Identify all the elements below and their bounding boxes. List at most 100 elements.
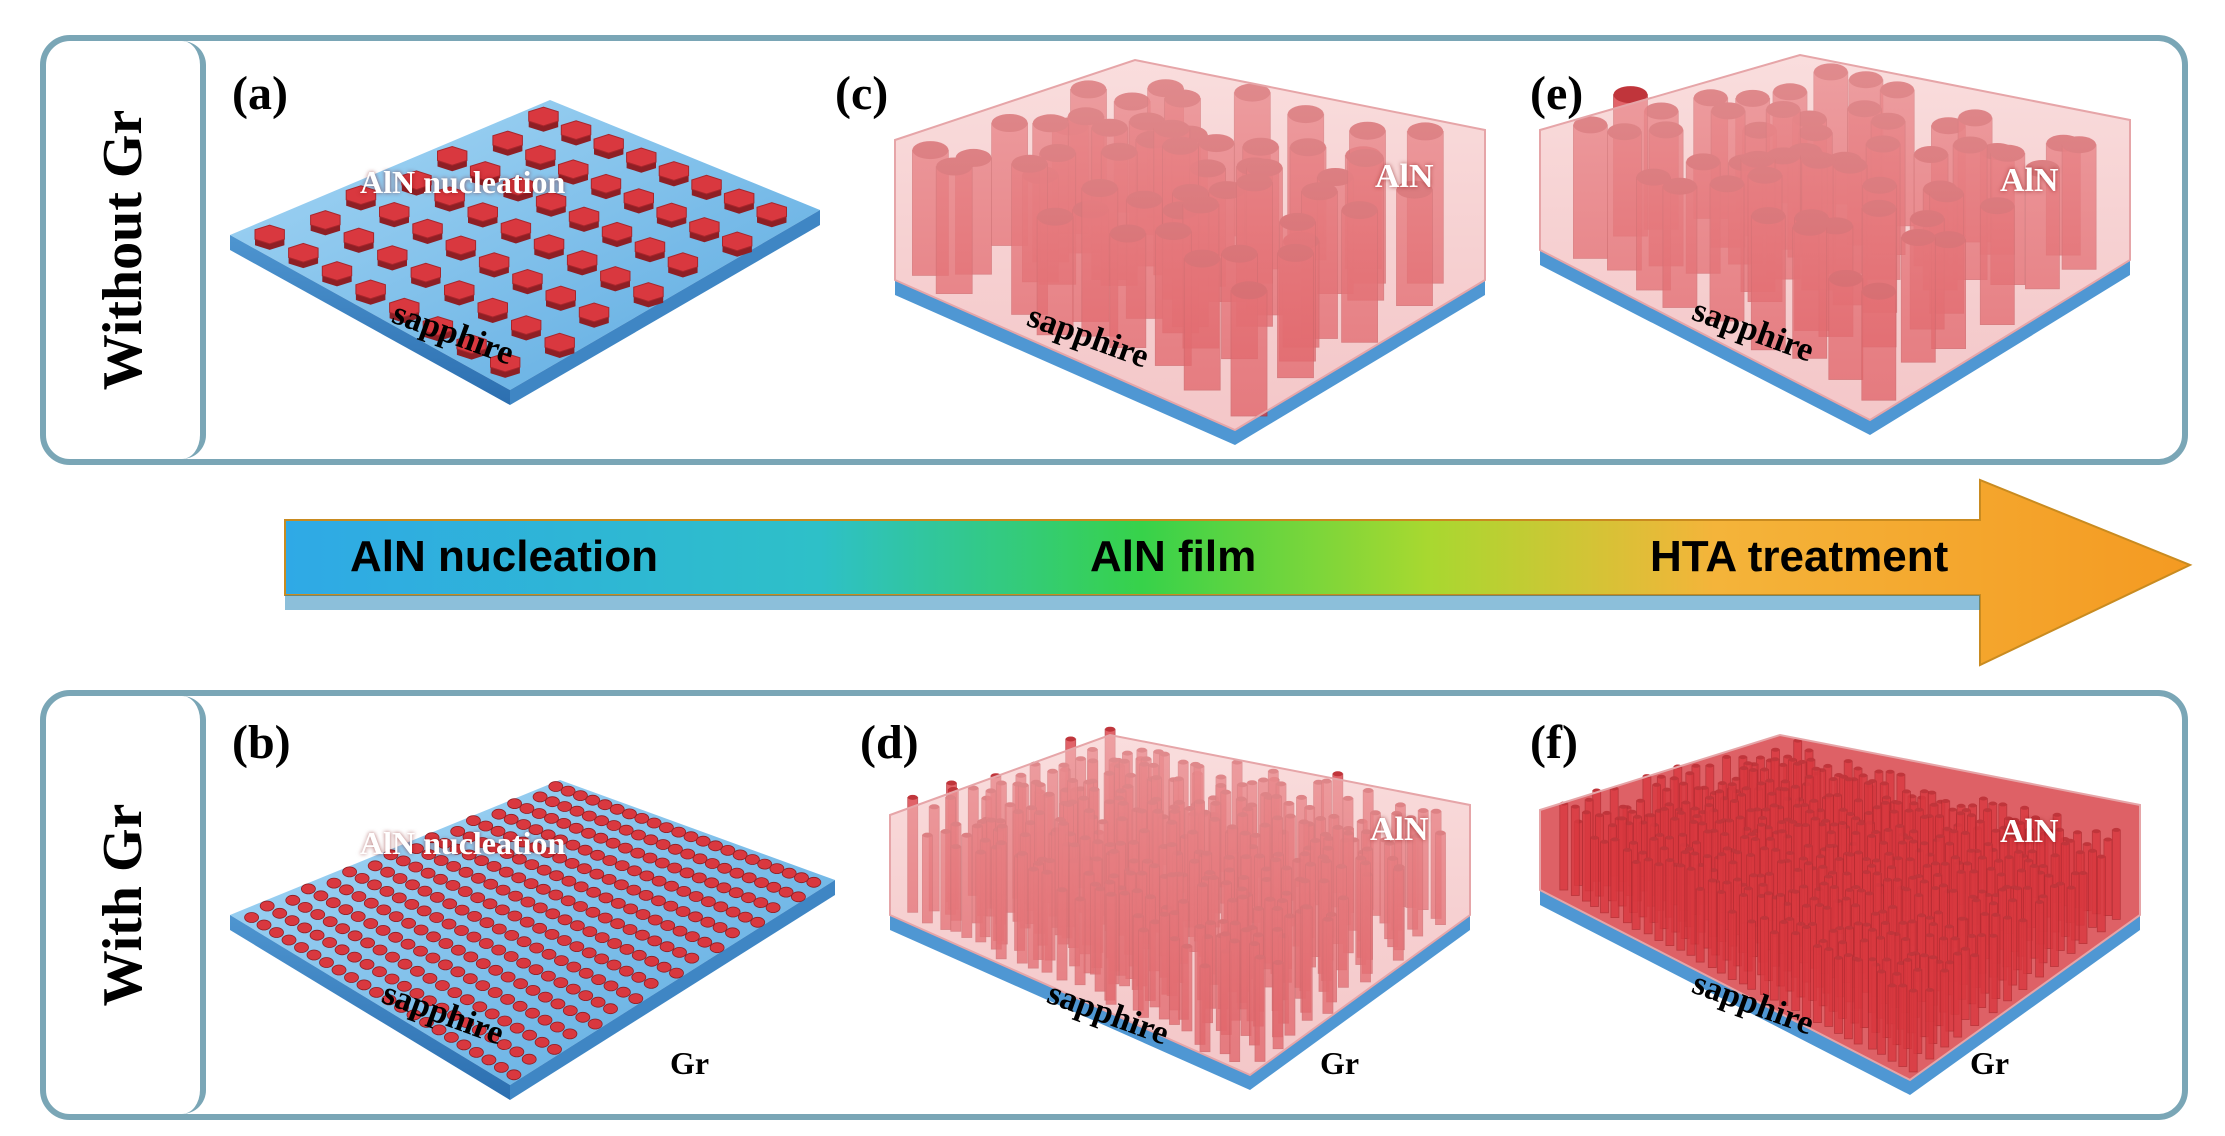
nucleation-dot [454, 904, 470, 916]
nucleation-dot [465, 815, 481, 826]
aln-column [1695, 888, 1705, 963]
nucleation-dot [547, 1043, 562, 1055]
nucleation-dot [509, 1022, 525, 1034]
panel-d: (d) AlN sapphire Gr [860, 715, 1500, 1115]
aln-column-top [1794, 822, 1802, 827]
nucleation-island [412, 218, 443, 239]
aln-column-top [2011, 817, 2019, 822]
aln-column-top [1756, 873, 1765, 878]
panel-a-illustration [230, 100, 820, 405]
aln-column-top [1897, 961, 1906, 965]
aln-column-top [1951, 936, 1959, 941]
aln-column-top [1988, 801, 1997, 806]
nucleation-dot [537, 991, 553, 1003]
aln-column-top [1665, 858, 1674, 863]
aln-column-top [1715, 789, 1724, 794]
aln-column [1570, 806, 1580, 896]
nucleation-island [288, 242, 319, 263]
nucleation-dot [487, 987, 503, 998]
nucleation-island [560, 120, 592, 141]
nucleation-island [533, 234, 565, 255]
aln-column-top [1898, 983, 1907, 988]
aln-column-top [1733, 877, 1742, 882]
aln-column-top [1660, 846, 1669, 851]
aln-column-top [1781, 779, 1790, 784]
aln-column-top [2017, 868, 2026, 873]
sapphire-substrate-side [230, 915, 510, 1100]
nucleation-dot [544, 796, 560, 808]
aln-column-top [1864, 781, 1873, 785]
aln-column-top [1969, 869, 1978, 874]
nucleation-dot [509, 1046, 525, 1058]
aln-column-top [2005, 855, 2014, 860]
sapphire-substrate [1540, 250, 2130, 435]
aln-column-top [1857, 888, 1866, 893]
nucleation-dot [535, 883, 551, 895]
aln-column-top [1690, 851, 1699, 856]
aln-column-top [1760, 915, 1769, 920]
aln-column-top [1920, 841, 1929, 846]
nucleation-dot [712, 922, 728, 933]
nucleation-dot [487, 842, 503, 854]
nucleation-dot [511, 853, 527, 865]
nucleation-dot [541, 948, 557, 960]
aln-column [2111, 829, 2121, 920]
nucleation-dot [426, 931, 441, 943]
aln-column-top [1862, 857, 1871, 861]
aln-column-top [1953, 951, 1962, 956]
nucleation-dot [757, 858, 773, 870]
aln-column-top [1788, 757, 1797, 762]
aln-column-top [1927, 790, 1936, 795]
aln-column-top [1718, 781, 1727, 786]
aln-column-top [1740, 835, 1749, 839]
nucleation-island [544, 332, 575, 353]
nucleation-dot [552, 852, 568, 864]
aln-column-top [1801, 823, 1810, 827]
nucleation-dot [688, 891, 704, 902]
aln-column-top [1934, 910, 1943, 915]
nucleation-dot [544, 813, 559, 824]
nucleation-dot [467, 910, 482, 922]
nucleation-dot [667, 862, 683, 874]
aln-column-top [1619, 804, 1628, 809]
aln-column-top [1705, 803, 1714, 808]
gr-label-f: Gr [1970, 1045, 2010, 1081]
aln-column-top [2028, 849, 2037, 854]
nucleation-dot [438, 938, 454, 949]
nucleation-dot [658, 822, 674, 833]
nucleation-dot [470, 892, 486, 904]
aln-column-top [1796, 921, 1805, 926]
nucleation-dot [550, 998, 566, 1010]
nucleation-dot [566, 961, 582, 973]
aln-column-top [1629, 840, 1638, 845]
nucleation-dot [642, 852, 658, 864]
nucleation-dot [613, 879, 629, 891]
nucleation-dot [537, 1014, 553, 1026]
aln-column-top [1980, 911, 1989, 916]
nucleation-island [558, 159, 589, 180]
nucleation-dot [515, 836, 531, 848]
aln-column [1747, 920, 1757, 990]
aln-column-top [1764, 891, 1773, 896]
aln-column [1590, 837, 1599, 907]
aln-column-top [1908, 919, 1917, 924]
nucleation-dot [420, 867, 436, 879]
aln-column-top [1738, 755, 1747, 760]
aln-column-top [1777, 859, 1786, 864]
nucleation-dot [363, 918, 379, 929]
nucleation-dot [532, 922, 548, 934]
nucleation-dot [539, 847, 555, 859]
panel-label-a: (a) [232, 67, 288, 120]
aln-column-top [1854, 850, 1863, 855]
nucleation-dot [463, 951, 479, 963]
aln-column-top [1876, 935, 1885, 940]
aln-column-top [2055, 827, 2064, 832]
aln-column-top [1681, 800, 1690, 805]
aln-column-top [1998, 887, 2007, 892]
nucleation-dot [363, 897, 379, 909]
aln-column-top [1778, 829, 1786, 834]
aln-column-top [1951, 855, 1960, 860]
nucleation-dot [631, 949, 647, 961]
nucleation-dot [392, 873, 408, 884]
aln-column-top [1917, 913, 1926, 918]
